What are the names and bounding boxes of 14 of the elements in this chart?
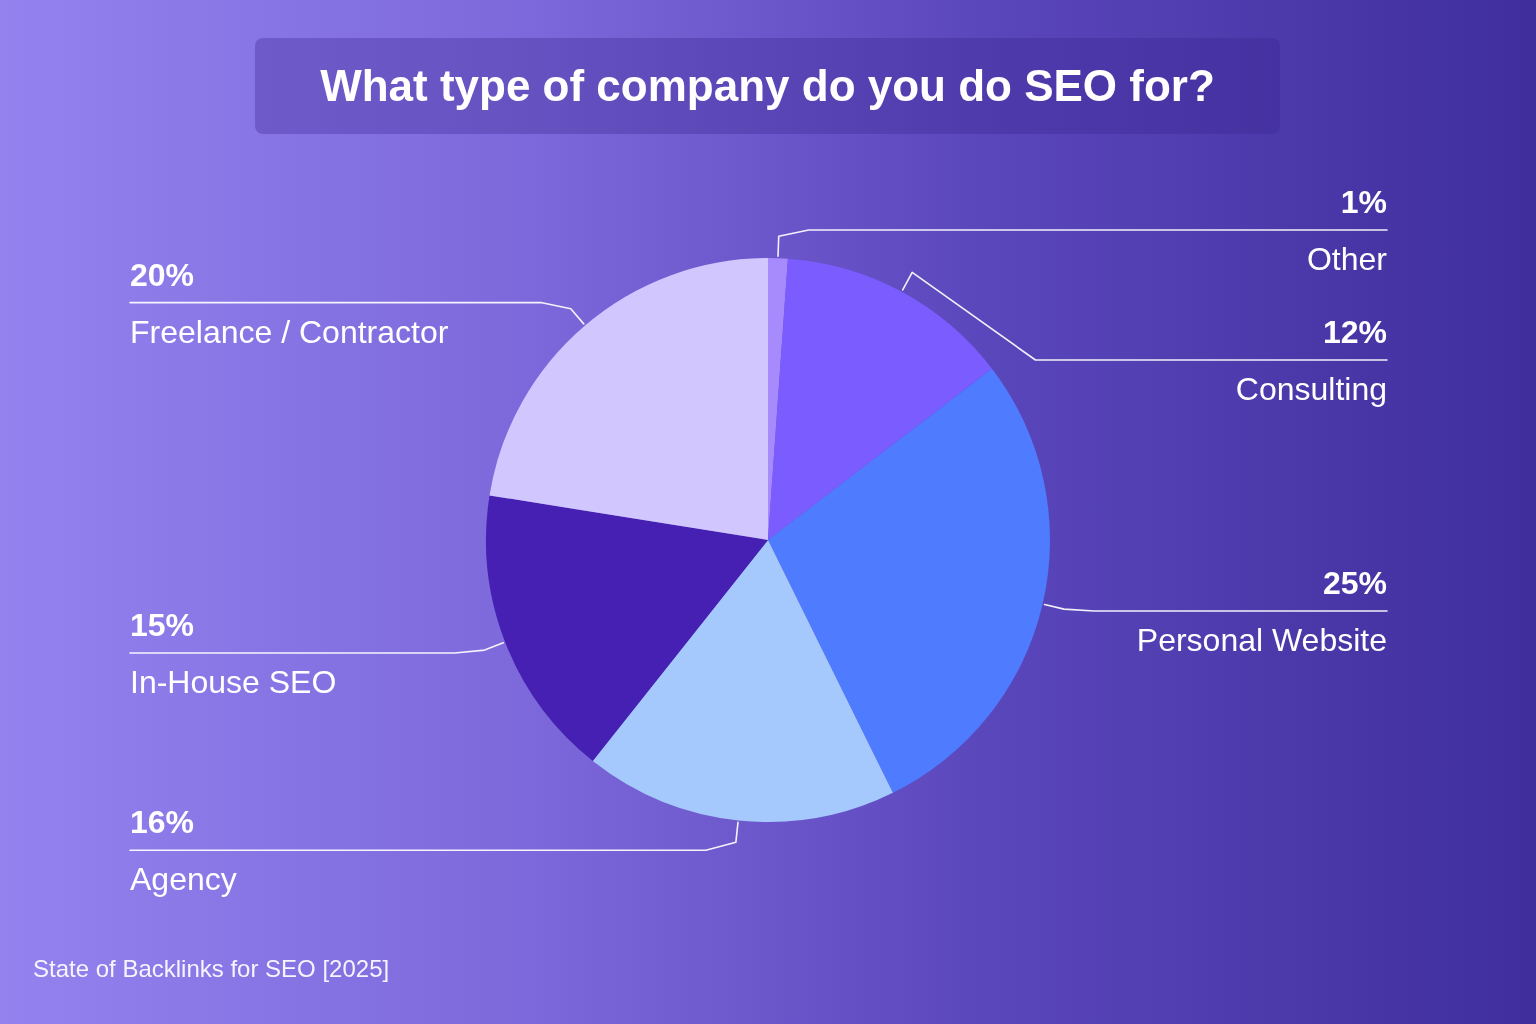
slice-label: Freelance / Contractor xyxy=(130,313,449,350)
data-label: 15% xyxy=(130,607,195,644)
slice-label: Consulting xyxy=(1235,371,1387,407)
slice-label: Personal Website xyxy=(1136,621,1387,658)
data-label: 25% xyxy=(1322,564,1387,601)
slice-label: Other xyxy=(1306,241,1388,277)
data-label: 12% xyxy=(1322,314,1387,350)
data-label: 20% xyxy=(130,256,195,293)
data-label: 1% xyxy=(1340,184,1387,220)
slice-label: Agency xyxy=(130,861,237,898)
text: State of Backlinks for SEO [2025] xyxy=(33,955,390,983)
chart-title: What type of company do you do SEO for? xyxy=(255,38,1280,134)
slice-label: In-House SEO xyxy=(130,664,337,701)
data-label: 16% xyxy=(130,804,195,841)
